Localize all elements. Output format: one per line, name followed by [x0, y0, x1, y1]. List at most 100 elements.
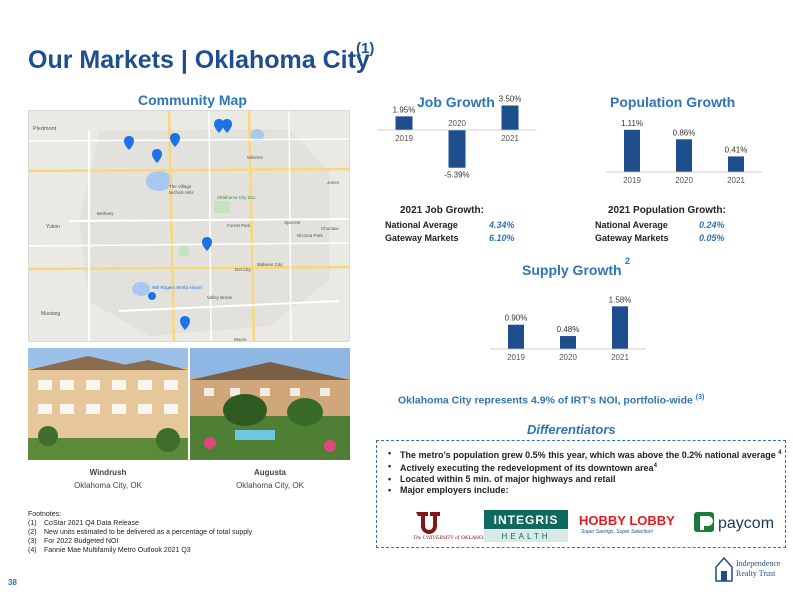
- footnote-number: (4): [28, 547, 37, 554]
- footnote-text: New units estimated to be delivered as a…: [44, 529, 253, 536]
- svg-text:paycom: paycom: [718, 515, 774, 532]
- ou-logo: The UNIVERSITY of OKLAHOMA: [413, 508, 501, 542]
- svg-text:INTEGRIS: INTEGRIS: [494, 513, 559, 527]
- svg-text:The Village: The Village: [169, 184, 192, 189]
- list-item: • The metro’s population grew 0.5% this y…: [388, 448, 782, 460]
- supply-growth-chart: 0.90% 2019 0.48% 2020 1.58% 2021: [490, 286, 652, 366]
- footnote-number: (3): [28, 538, 37, 545]
- stat-label: National Average: [595, 220, 668, 230]
- paycom-logo: paycom: [694, 510, 782, 536]
- footnote-number: (2): [28, 529, 37, 536]
- list-item: • Actively executing the redevelopment of…: [388, 461, 657, 473]
- bar-value-label: 3.50%: [499, 95, 522, 104]
- population-growth-title: Population Growth: [610, 94, 736, 110]
- list-item: • Major employers include:: [388, 485, 509, 495]
- footnote-text: Fannie Mae Multifamily Metro Outlook 202…: [44, 547, 191, 554]
- footnote-number: (1): [28, 520, 37, 527]
- page-number: 38: [8, 578, 17, 587]
- differentiators-list: • The metro’s population grew 0.5% this y…: [388, 448, 783, 496]
- job-stats: National Average 4.34% Gateway Markets 6.1…: [385, 220, 515, 243]
- irt-logo: Independence Realty Trust: [712, 551, 790, 587]
- chart-bar: [624, 129, 640, 172]
- svg-text:Spencer: Spencer: [284, 220, 301, 225]
- chart-bar: [448, 130, 466, 168]
- svg-text:Mustang: Mustang: [41, 311, 60, 317]
- svg-text:Valley Brook: Valley Brook: [207, 295, 233, 300]
- hobby-lobby-logo: HOBBY LOBBY Super Savings, Super Selecti…: [579, 510, 684, 536]
- svg-text:Wilshire: Wilshire: [247, 155, 263, 160]
- community-map[interactable]: Piedmont Yukon Mustang Bethany The Villa…: [28, 110, 350, 342]
- svg-text:Yukon: Yukon: [46, 224, 60, 230]
- svg-text:Oklahoma City Zoo: Oklahoma City Zoo: [217, 195, 256, 200]
- bar-value-label: 1.95%: [393, 105, 416, 114]
- svg-text:Choctaw: Choctaw: [321, 226, 339, 231]
- footnotes: Footnotes: (1) CoStar 2021 Q4 Data Releas…: [28, 510, 252, 555]
- svg-text:Independence: Independence: [736, 559, 781, 568]
- diff-text: The metro’s population grew 0.5% this ye…: [400, 450, 776, 460]
- footnotes-heading: Footnotes:: [28, 511, 62, 518]
- title-footnote-ref: (1): [356, 40, 375, 57]
- differentiators-box: [376, 440, 786, 548]
- bar-value-label: 1.58%: [609, 295, 632, 304]
- bar-value-label: 0.86%: [673, 128, 696, 137]
- chart-bar: [728, 156, 744, 172]
- population-growth-chart: 1.11% 2019 0.86% 2020 0.41% 2021: [606, 110, 762, 194]
- category-label: 2021: [727, 176, 745, 185]
- stat-label: Gateway Markets: [595, 233, 669, 243]
- chart-bar: [501, 105, 519, 130]
- bar-value-label: 0.90%: [505, 314, 528, 323]
- diff-text: Actively executing the redevelopment of …: [400, 463, 654, 473]
- category-label: 2020: [448, 119, 466, 128]
- differentiators-title: Differentiators: [527, 422, 616, 437]
- page-title: Our Markets | Oklahoma City: [28, 46, 370, 74]
- category-label: 2019: [623, 176, 641, 185]
- windrush-photo: [28, 348, 188, 460]
- chart-bar: [676, 139, 692, 172]
- stat-value: 0.05%: [699, 233, 725, 243]
- property-city: Oklahoma City, OK: [74, 481, 142, 490]
- svg-text:Nicoma Park: Nicoma Park: [297, 233, 324, 238]
- svg-text:HEALTH: HEALTH: [502, 532, 551, 541]
- pop-stats: National Average 0.24% Gateway Markets 0.0…: [595, 220, 725, 243]
- footnote-text: For 2022 Budgeted NOI: [44, 538, 119, 545]
- svg-text:Moore: Moore: [234, 337, 247, 342]
- list-item: • Located within 5 min. of major highways…: [388, 474, 616, 484]
- stat-label: Gateway Markets: [385, 233, 459, 243]
- svg-text:Jones: Jones: [327, 180, 340, 185]
- bar-value-label: -5.39%: [444, 171, 469, 180]
- stat-value: 6.10%: [489, 233, 515, 243]
- bar-value-label: 0.48%: [557, 325, 580, 334]
- pop-stats-title: 2021 Population Growth:: [608, 205, 726, 216]
- svg-text:Super Savings, Super Selection: Super Savings, Super Selection!: [581, 529, 654, 535]
- diff-text: Major employers include:: [400, 485, 509, 495]
- svg-text:HOBBY LOBBY: HOBBY LOBBY: [579, 513, 675, 528]
- augusta-photo: [190, 348, 350, 460]
- job-stats-title: 2021 Job Growth:: [400, 205, 484, 216]
- category-label: 2021: [501, 134, 519, 143]
- chart-bar: [612, 306, 628, 349]
- category-label: 2021: [611, 353, 629, 362]
- stat-value: 0.24%: [699, 220, 725, 230]
- property-name: Windrush: [89, 468, 127, 477]
- bar-value-label: 1.11%: [621, 119, 643, 128]
- map-label: Piedmont: [33, 126, 57, 132]
- stat-label: National Average: [385, 220, 458, 230]
- supply-growth-title: Supply Growth: [522, 262, 622, 278]
- svg-text:Bethany: Bethany: [97, 211, 114, 216]
- noi-footnote-ref: (3): [695, 394, 705, 401]
- diff-text: Located within 5 min. of major highways …: [400, 474, 616, 484]
- noi-statement: Oklahoma City represents 4.9% of IRT’s N…: [398, 394, 704, 407]
- category-label: 2019: [507, 353, 525, 362]
- chart-bar: [395, 116, 413, 130]
- svg-text:Nichols Hills: Nichols Hills: [169, 190, 194, 195]
- footnote-text: CoStar 2021 Q4 Data Release: [44, 520, 139, 527]
- property-city: Oklahoma City, OK: [236, 481, 304, 490]
- svg-text:Realty Trust: Realty Trust: [736, 569, 776, 578]
- map-title: Community Map: [138, 92, 247, 108]
- integris-logo: INTEGRIS HEALTH: [484, 510, 568, 542]
- category-label: 2020: [675, 176, 693, 185]
- job-growth-title: Job Growth: [417, 94, 495, 110]
- noi-text: Oklahoma City represents 4.9% of IRT’s N…: [398, 394, 693, 407]
- category-label: 2019: [395, 134, 413, 143]
- chart-bar: [508, 324, 524, 349]
